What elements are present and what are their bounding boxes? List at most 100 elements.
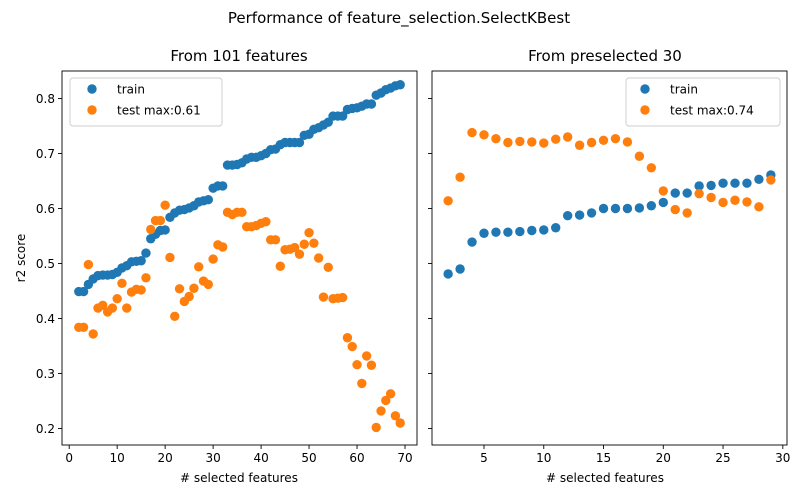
left-test-point — [146, 224, 156, 235]
right-test-point — [754, 202, 764, 212]
left-x-tick-label: 40 — [253, 451, 268, 465]
right-train-point — [754, 174, 764, 185]
left-chart: From 101 features 0 10 20 30 40 50 60 70 0.2 0.3… — [14, 47, 418, 485]
right-train-point — [586, 208, 597, 218]
left-test-point — [323, 262, 333, 273]
left-y-tick-label: 0.2 — [36, 422, 55, 436]
left-legend-test-marker — [87, 105, 97, 115]
left-test-point — [160, 200, 170, 210]
left-y-tick-label: 0.4 — [36, 312, 55, 326]
right-test-point — [706, 192, 716, 203]
right-train-point — [503, 227, 513, 237]
left-legend-train-label: train — [117, 83, 145, 97]
left-legend-test-label: test max:0.61 — [117, 104, 201, 118]
right-test-point — [574, 140, 585, 150]
left-train-point — [337, 111, 348, 121]
left-train-point — [78, 286, 89, 297]
left-test-point — [261, 217, 271, 227]
left-points — [74, 80, 405, 433]
right-test-point — [586, 137, 597, 148]
left-test-point — [309, 238, 319, 248]
left-test-point — [208, 254, 218, 264]
right-train-point — [610, 203, 621, 214]
left-test-point — [347, 341, 357, 352]
right-legend-train-marker — [640, 84, 650, 94]
left-test-point — [371, 422, 381, 433]
left-y-axis-label: r2 score — [14, 234, 28, 283]
left-test-point — [275, 261, 285, 271]
right-test-point — [730, 195, 740, 205]
left-x-tick-label: 60 — [349, 451, 364, 465]
left-test-point — [141, 273, 151, 283]
right-chart-title: From preselected 30 — [528, 47, 682, 65]
right-train-point — [694, 181, 704, 191]
left-test-point — [112, 294, 122, 304]
left-test-point — [174, 284, 185, 294]
left-test-point — [88, 329, 98, 339]
left-test-point — [361, 351, 372, 361]
right-train-point — [574, 210, 585, 220]
right-points — [443, 127, 776, 279]
right-test-point — [443, 196, 453, 206]
left-train-point — [366, 99, 377, 109]
right-train-point — [718, 178, 728, 188]
right-legend: train test max:0.74 — [625, 77, 781, 127]
right-test-point — [742, 197, 752, 207]
right-x-tick-label: 10 — [536, 451, 551, 465]
left-x-ticks: 0 10 20 30 40 50 60 70 — [65, 445, 413, 465]
left-legend-box — [69, 77, 223, 127]
left-test-point — [218, 242, 228, 252]
right-train-point — [598, 203, 609, 214]
left-train-point — [395, 80, 405, 90]
right-legend-test-marker — [640, 105, 650, 115]
right-train-point — [682, 188, 692, 198]
right-x-ticks: 5 10 15 20 25 30 — [480, 445, 790, 465]
right-train-point — [634, 203, 645, 213]
figure-suptitle: Performance of feature_selection.SelectK… — [228, 9, 570, 28]
right-train-point — [658, 197, 668, 208]
right-test-point — [503, 137, 513, 148]
right-train-point — [730, 178, 740, 188]
left-test-point — [385, 389, 396, 399]
left-test-point — [270, 235, 281, 245]
left-test-point — [357, 378, 367, 389]
right-test-point — [467, 127, 477, 138]
right-train-point — [491, 227, 501, 237]
right-test-point — [646, 163, 657, 173]
left-test-point — [318, 292, 329, 302]
right-test-point — [694, 188, 704, 199]
left-test-point — [304, 228, 314, 238]
left-test-point — [376, 406, 386, 416]
left-x-tick-label: 30 — [205, 451, 220, 465]
left-test-point — [78, 322, 89, 332]
left-test-point — [165, 252, 175, 263]
left-test-point — [83, 259, 94, 270]
left-train-point — [294, 137, 305, 148]
right-train-point — [551, 223, 561, 233]
right-train-point — [443, 269, 453, 279]
left-train-point — [160, 225, 170, 235]
left-test-point — [184, 291, 194, 302]
left-test-point — [107, 303, 118, 313]
left-test-point — [313, 253, 324, 263]
left-test-point — [381, 395, 391, 406]
right-train-point — [706, 180, 716, 191]
right-test-point — [598, 135, 609, 145]
left-train-point — [136, 256, 146, 266]
right-test-point — [455, 172, 465, 182]
left-chart-title: From 101 features — [170, 47, 307, 65]
left-test-point — [337, 292, 348, 303]
right-test-point — [515, 136, 525, 147]
right-x-tick-label: 25 — [715, 451, 730, 465]
right-train-point — [467, 237, 477, 247]
right-train-point — [670, 188, 680, 198]
right-train-point — [562, 210, 573, 221]
left-y-tick-label: 0.8 — [36, 92, 55, 106]
left-y-tick-label: 0.6 — [36, 202, 55, 216]
right-test-point — [527, 137, 537, 147]
left-test-point — [98, 300, 108, 310]
right-x-axis-label: # selected features — [546, 471, 664, 485]
right-test-point — [658, 186, 668, 196]
left-test-point — [122, 303, 132, 313]
right-train-point — [742, 178, 752, 188]
